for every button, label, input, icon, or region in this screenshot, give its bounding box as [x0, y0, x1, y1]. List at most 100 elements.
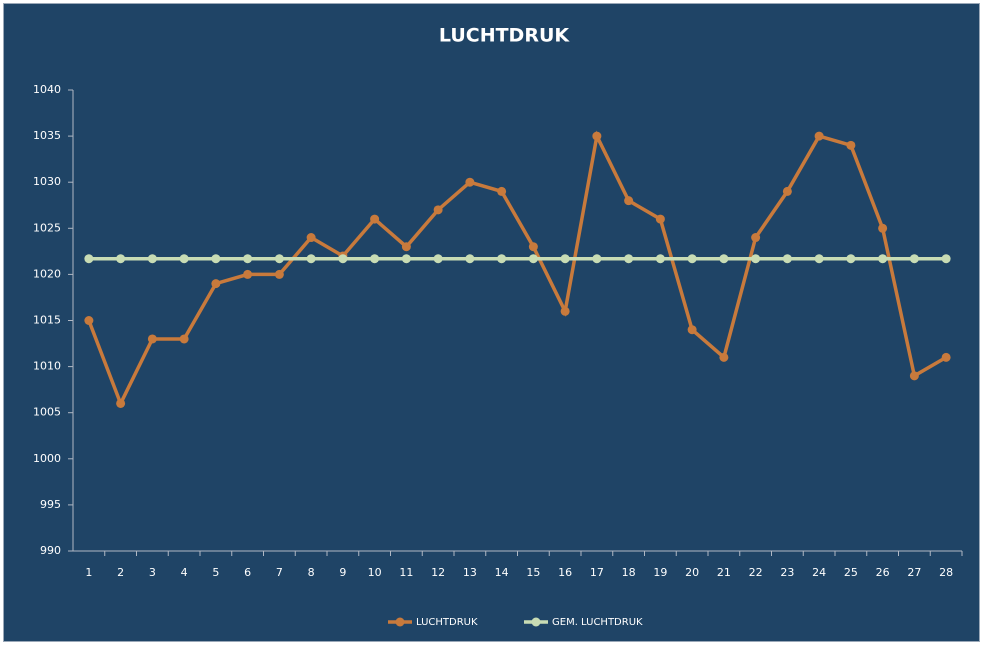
- x-tick-label: 21: [717, 566, 731, 579]
- y-tick-label: 1020: [33, 267, 61, 280]
- y-tick-label: 1040: [33, 83, 61, 96]
- x-tick-label: 26: [876, 566, 890, 579]
- data-point: [941, 254, 951, 264]
- data-point: [497, 186, 507, 196]
- x-tick-label: 15: [526, 566, 540, 579]
- x-tick-label: 18: [622, 566, 636, 579]
- x-tick-label: 28: [939, 566, 953, 579]
- legend-marker: [531, 617, 541, 627]
- x-tick-label: 4: [181, 566, 188, 579]
- data-point: [846, 254, 856, 264]
- x-tick-label: 24: [812, 566, 826, 579]
- data-point: [274, 254, 284, 264]
- data-point: [147, 254, 157, 264]
- x-tick-label: 3: [149, 566, 156, 579]
- x-tick-label: 1: [85, 566, 92, 579]
- data-point: [84, 254, 94, 264]
- y-tick-label: 995: [40, 498, 61, 511]
- data-point: [401, 242, 411, 252]
- data-point: [560, 306, 570, 316]
- data-point: [274, 269, 284, 279]
- data-point: [465, 177, 475, 187]
- data-point: [433, 205, 443, 215]
- data-point: [782, 254, 792, 264]
- x-tick-label: 10: [368, 566, 382, 579]
- data-point: [687, 254, 697, 264]
- data-point: [814, 254, 824, 264]
- y-tick-label: 1025: [33, 221, 61, 234]
- data-point: [624, 196, 634, 206]
- data-point: [528, 242, 538, 252]
- data-point: [211, 279, 221, 289]
- data-point: [243, 254, 253, 264]
- data-point: [782, 186, 792, 196]
- x-tick-label: 19: [653, 566, 667, 579]
- data-point: [909, 371, 919, 381]
- y-tick-label: 1005: [33, 406, 61, 419]
- data-point: [497, 254, 507, 264]
- data-point: [116, 254, 126, 264]
- x-tick-label: 23: [780, 566, 794, 579]
- data-point: [846, 140, 856, 150]
- y-tick-label: 1010: [33, 360, 61, 373]
- x-tick-label: 25: [844, 566, 858, 579]
- data-point: [179, 254, 189, 264]
- x-tick-label: 13: [463, 566, 477, 579]
- x-tick-label: 17: [590, 566, 604, 579]
- data-point: [751, 254, 761, 264]
- data-point: [306, 254, 316, 264]
- data-point: [592, 131, 602, 141]
- data-point: [941, 352, 951, 362]
- data-point: [84, 316, 94, 325]
- data-point: [909, 254, 919, 264]
- x-tick-label: 11: [399, 566, 413, 579]
- data-point: [751, 233, 761, 243]
- legend-marker: [395, 617, 405, 627]
- data-point: [592, 254, 602, 264]
- data-point: [624, 254, 634, 264]
- data-point: [306, 233, 316, 243]
- data-point: [528, 254, 538, 264]
- chart-background: [3, 3, 980, 642]
- y-tick-label: 1000: [33, 452, 61, 465]
- chart-title: LUCHTDRUK: [439, 25, 570, 47]
- data-point: [211, 254, 221, 264]
- x-tick-label: 22: [749, 566, 763, 579]
- x-tick-label: 9: [339, 566, 346, 579]
- x-tick-label: 7: [276, 566, 283, 579]
- legend-label: GEM. LUCHTDRUK: [552, 617, 643, 628]
- data-point: [116, 398, 126, 408]
- data-point: [147, 334, 157, 344]
- data-point: [719, 254, 729, 264]
- data-point: [560, 254, 570, 264]
- data-point: [370, 214, 380, 224]
- data-point: [814, 131, 824, 141]
- data-point: [370, 254, 380, 264]
- x-tick-label: 2: [117, 566, 124, 579]
- data-point: [878, 254, 888, 264]
- x-tick-label: 14: [495, 566, 509, 579]
- series-line: [87, 130, 948, 408]
- data-point: [878, 223, 888, 233]
- x-tick-label: 6: [244, 566, 251, 579]
- data-point: [655, 254, 665, 264]
- x-tick-label: 5: [212, 566, 219, 579]
- x-tick-label: 20: [685, 566, 699, 579]
- data-point: [433, 254, 443, 264]
- data-point: [243, 269, 253, 279]
- data-point: [401, 254, 411, 264]
- x-tick-label: 27: [907, 566, 921, 579]
- data-point: [655, 214, 665, 224]
- data-point: [179, 334, 189, 344]
- x-tick-label: 8: [308, 566, 315, 579]
- y-tick-label: 1015: [33, 314, 61, 327]
- y-tick-label: 1035: [33, 129, 61, 142]
- data-point: [719, 352, 729, 362]
- x-tick-label: 12: [431, 566, 445, 579]
- legend-label: LUCHTDRUK: [416, 617, 478, 628]
- x-tick-label: 16: [558, 566, 572, 579]
- y-tick-label: 1030: [33, 175, 61, 188]
- data-point: [465, 254, 475, 264]
- data-point: [687, 325, 697, 335]
